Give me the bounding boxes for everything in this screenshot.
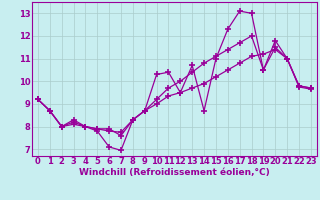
X-axis label: Windchill (Refroidissement éolien,°C): Windchill (Refroidissement éolien,°C) [79, 168, 270, 177]
